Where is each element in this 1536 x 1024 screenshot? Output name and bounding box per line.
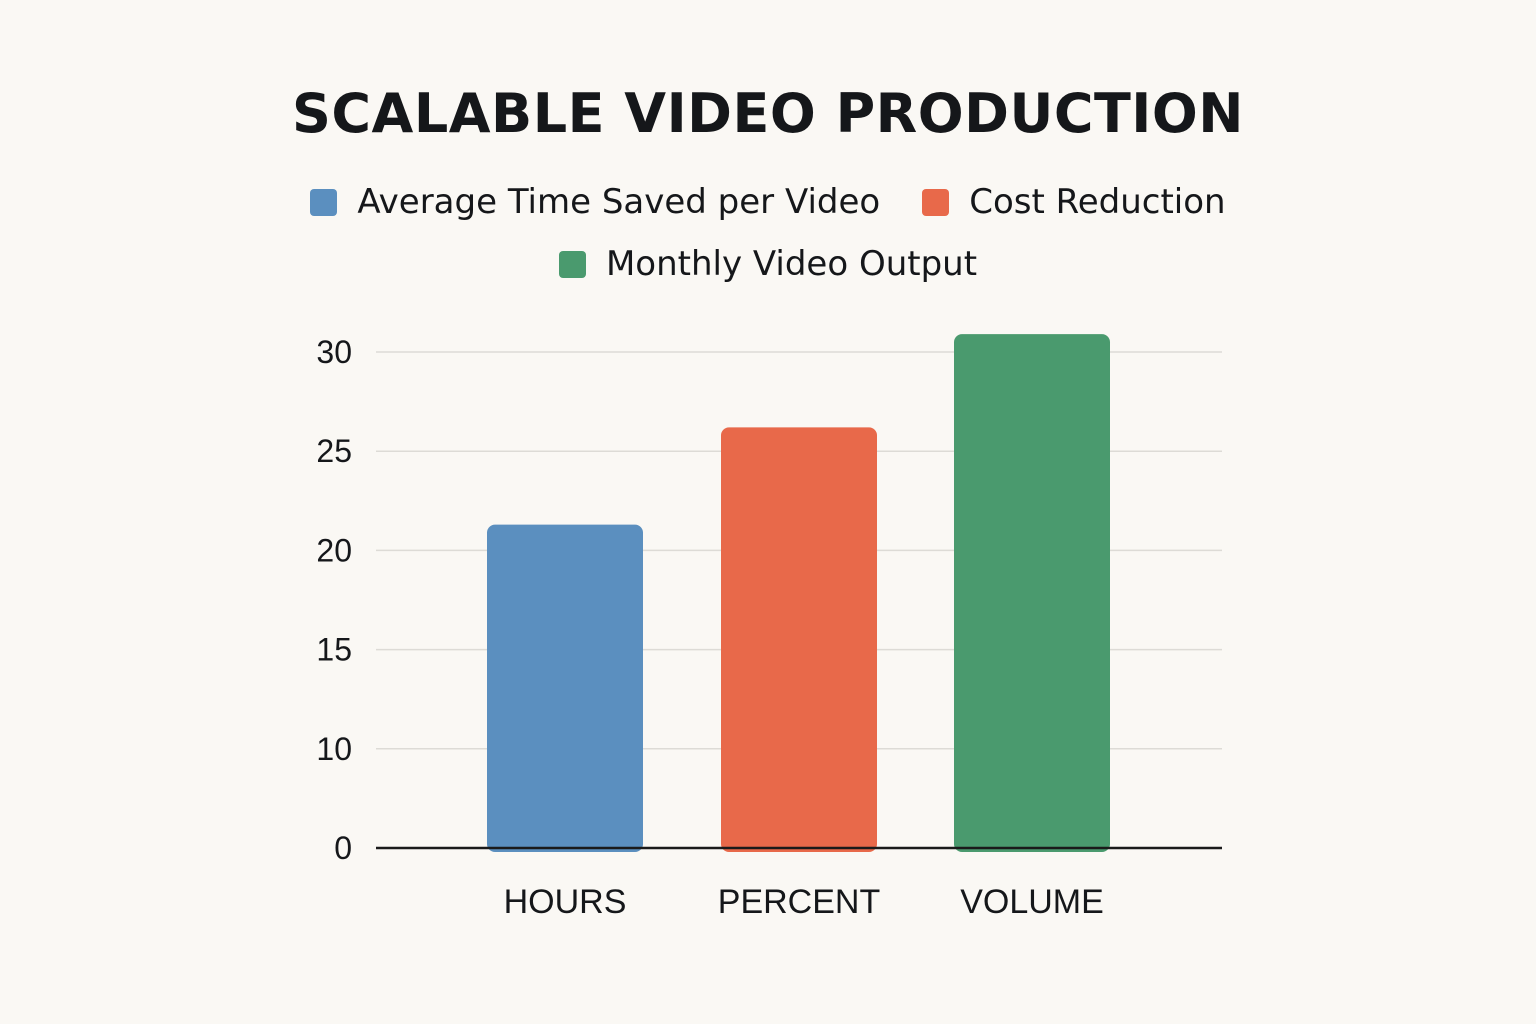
legend-label-time-saved: Average Time Saved per Video (357, 182, 881, 222)
chart-title: SCALABLE VIDEO PRODUCTION (292, 82, 1244, 145)
legend-item-monthly-output: Monthly Video Output (558, 244, 978, 284)
y-tick-label-15: 15 (316, 632, 352, 668)
x-category-label-hours: HOURS (504, 883, 627, 921)
legend-row-2: Monthly Video Output (0, 244, 1536, 284)
y-tick-label-30: 30 (316, 334, 352, 370)
legend-swatch-time-saved (310, 188, 338, 216)
legend-item-time-saved: Average Time Saved per Video (310, 182, 880, 222)
legend-item-cost-reduction: Cost Reduction (922, 182, 1226, 222)
bar-percent (721, 427, 877, 852)
legend-row-1: Average Time Saved per Video Cost Reduct… (0, 182, 1536, 222)
bar-hours (487, 524, 643, 852)
x-category-label-percent: PERCENT (718, 883, 880, 921)
y-tick-label-20: 20 (316, 532, 352, 568)
bar-volume (954, 334, 1110, 852)
legend-swatch-monthly-output (558, 250, 586, 278)
legend-label-monthly-output: Monthly Video Output (605, 244, 978, 284)
y-tick-label-0: 0 (334, 830, 352, 866)
y-tick-label-10: 10 (316, 731, 352, 767)
y-tick-label-25: 25 (316, 433, 352, 469)
x-category-label-volume: VOLUME (960, 883, 1104, 921)
legend-label-cost-reduction: Cost Reduction (969, 182, 1226, 222)
legend-swatch-cost-reduction (922, 188, 950, 216)
